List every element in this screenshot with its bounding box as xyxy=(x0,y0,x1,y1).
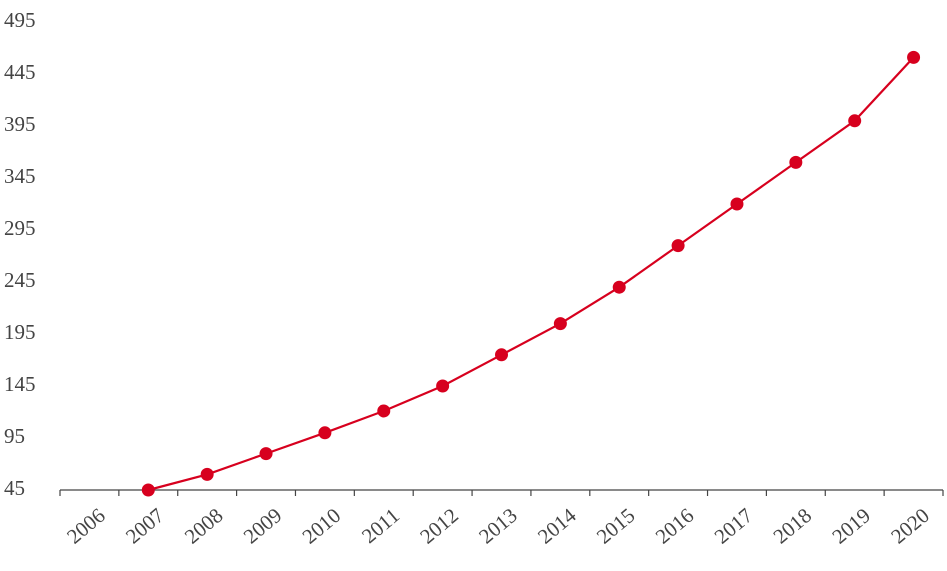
point xyxy=(789,155,803,169)
x-tick-label: 2014 xyxy=(533,503,581,549)
x-tick-label: 2015 xyxy=(592,503,640,548)
point xyxy=(141,483,155,497)
x-tick-label: 2010 xyxy=(298,503,346,548)
x-tick-label: 2013 xyxy=(474,503,522,548)
y-tick-label: 495 xyxy=(4,8,36,32)
y-tick-label: 45 xyxy=(4,476,25,500)
point xyxy=(200,467,214,481)
point xyxy=(495,348,508,362)
y-tick-label: 195 xyxy=(4,320,36,344)
y-tick-label: 395 xyxy=(4,112,36,136)
y-tick-label: 145 xyxy=(4,372,36,396)
point xyxy=(848,114,862,128)
point xyxy=(671,239,685,253)
x-tick-label: 2020 xyxy=(886,503,934,548)
y-tick-label: 445 xyxy=(4,60,36,84)
x-tick-label: 2007 xyxy=(121,503,169,548)
line xyxy=(148,56,915,492)
x-tick-label: 2018 xyxy=(769,503,817,548)
x-tick-label: 2011 xyxy=(357,503,404,548)
x-tick-label: 2016 xyxy=(651,503,699,548)
y-tick-label: 345 xyxy=(4,164,36,188)
x-tick-label: 2008 xyxy=(180,503,228,548)
point xyxy=(612,280,626,294)
x-tick-label: 2019 xyxy=(827,503,875,548)
x-tick-label: 2017 xyxy=(710,503,758,548)
point xyxy=(553,317,567,331)
x-tick-label: 2012 xyxy=(415,503,463,548)
point xyxy=(318,426,332,440)
point xyxy=(259,447,273,461)
y-tick-label: 95 xyxy=(4,424,25,448)
point xyxy=(907,50,921,64)
point xyxy=(436,379,450,393)
y-tick-label: 295 xyxy=(4,216,36,240)
point xyxy=(730,197,744,211)
y-tick-label: 245 xyxy=(4,268,36,292)
x-tick-label: 2006 xyxy=(62,503,110,548)
point xyxy=(377,404,391,418)
x-tick-label: 2009 xyxy=(239,503,287,548)
